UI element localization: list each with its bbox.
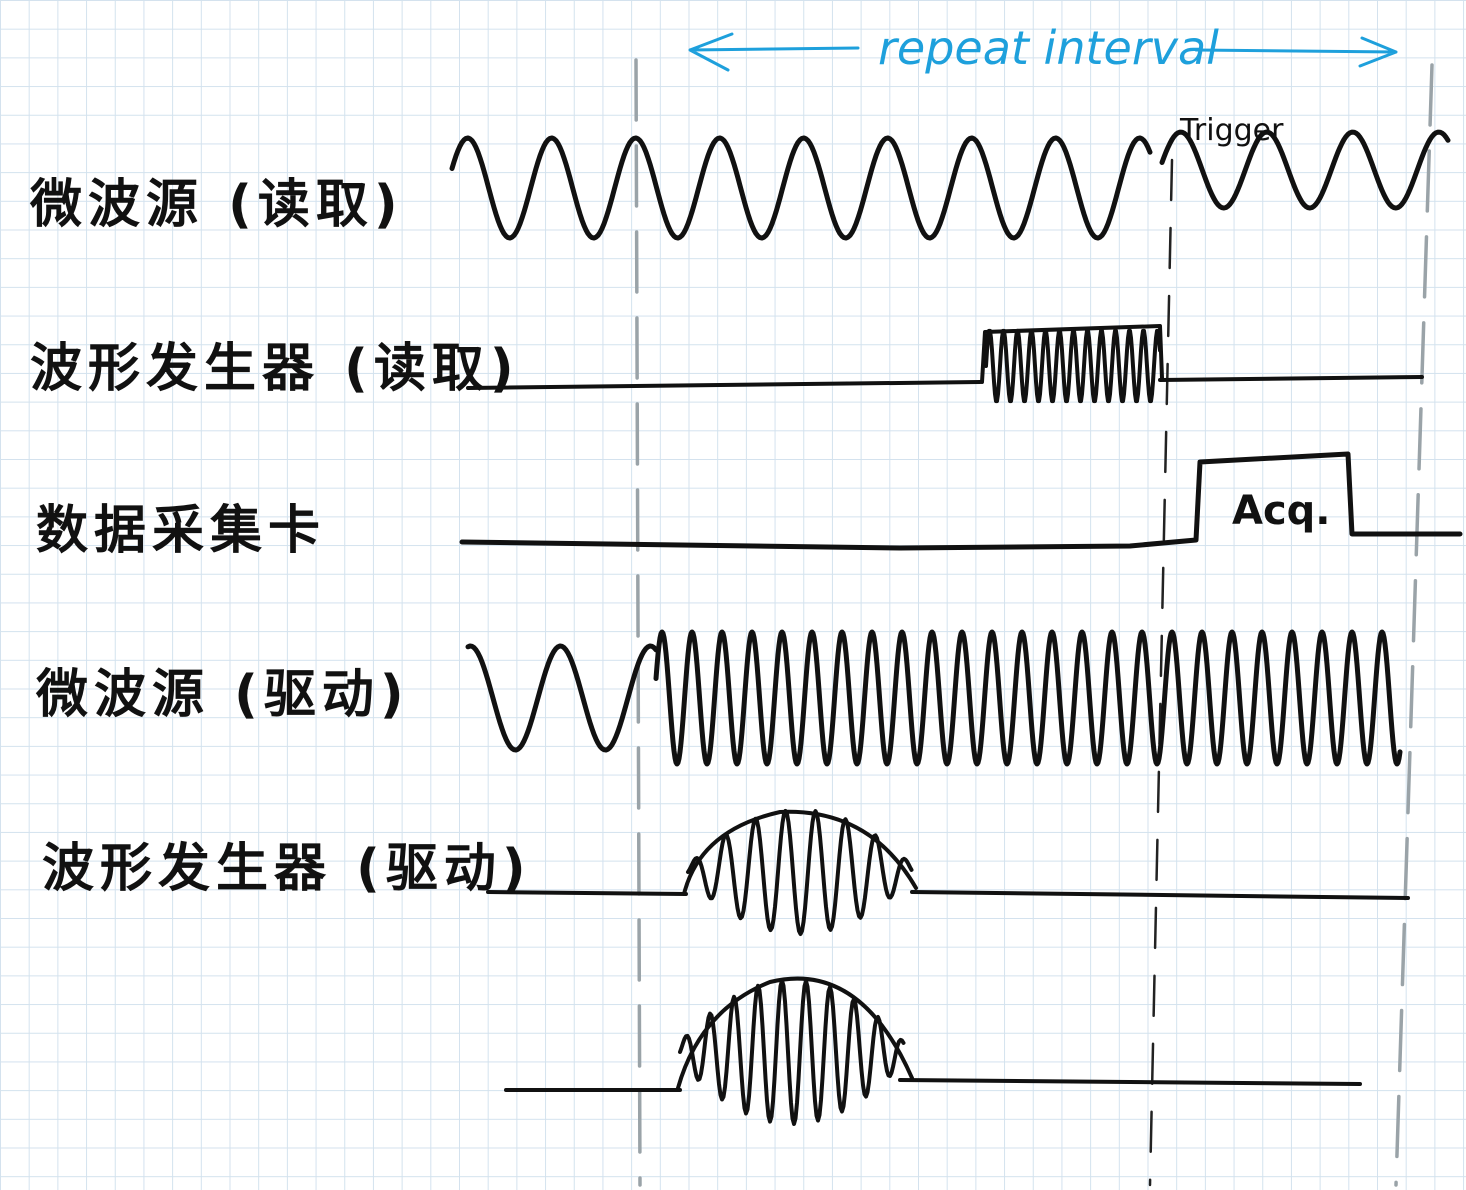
repeat-interval-annotation: repeat interval [688, 21, 1398, 75]
awg-drive-baseline-left [486, 890, 688, 896]
acq-text: Acq. [1232, 488, 1331, 534]
track-label-awg-drive: 波形发生器 (驱动) [42, 839, 532, 899]
track-label-mw-readout: 微波源 (读取) [29, 175, 404, 235]
daq-gate [459, 451, 1463, 551]
arrow-left-icon [688, 32, 860, 72]
awg-readout-baseline-left [466, 380, 982, 390]
guide-trigger [1148, 158, 1174, 1187]
waveform-mw-drive [465, 629, 1403, 767]
guide-left [634, 58, 642, 1187]
waveform-awg-drive-2 [504, 976, 1362, 1126]
awg-drive-2-baseline-right [898, 1078, 1362, 1086]
awg-drive-burst [686, 808, 914, 936]
track-label-daq: 数据采集卡 [36, 501, 326, 561]
track-labels: 微波源 (读取) 波形发生器 (读取) 数据采集卡 微波源 (驱动) 波形发生器… [29, 175, 532, 899]
arrow-right-icon [1194, 36, 1398, 68]
repeat-interval-text: repeat interval [878, 21, 1219, 75]
waveform-awg-drive [486, 808, 1410, 936]
awg-readout-baseline-right [1158, 375, 1424, 382]
waveform-daq: Acq. [459, 451, 1463, 551]
track-label-awg-readout: 波形发生器 (读取) [30, 339, 520, 399]
awg-readout-burst [984, 328, 1162, 404]
track-label-mw-drive: 微波源 (驱动) [35, 665, 410, 725]
awg-drive-baseline-right [910, 890, 1410, 900]
trigger-text: Trigger [1179, 113, 1284, 148]
awg-drive-envelope [682, 809, 918, 896]
awg-drive-2-burst [678, 978, 906, 1126]
guide-lines [634, 58, 1434, 1187]
waveform-awg-readout [466, 324, 1424, 404]
trigger-annotation: Trigger [1179, 113, 1284, 148]
guide-right [1394, 63, 1434, 1187]
waveform-mw-readout [449, 129, 1451, 241]
